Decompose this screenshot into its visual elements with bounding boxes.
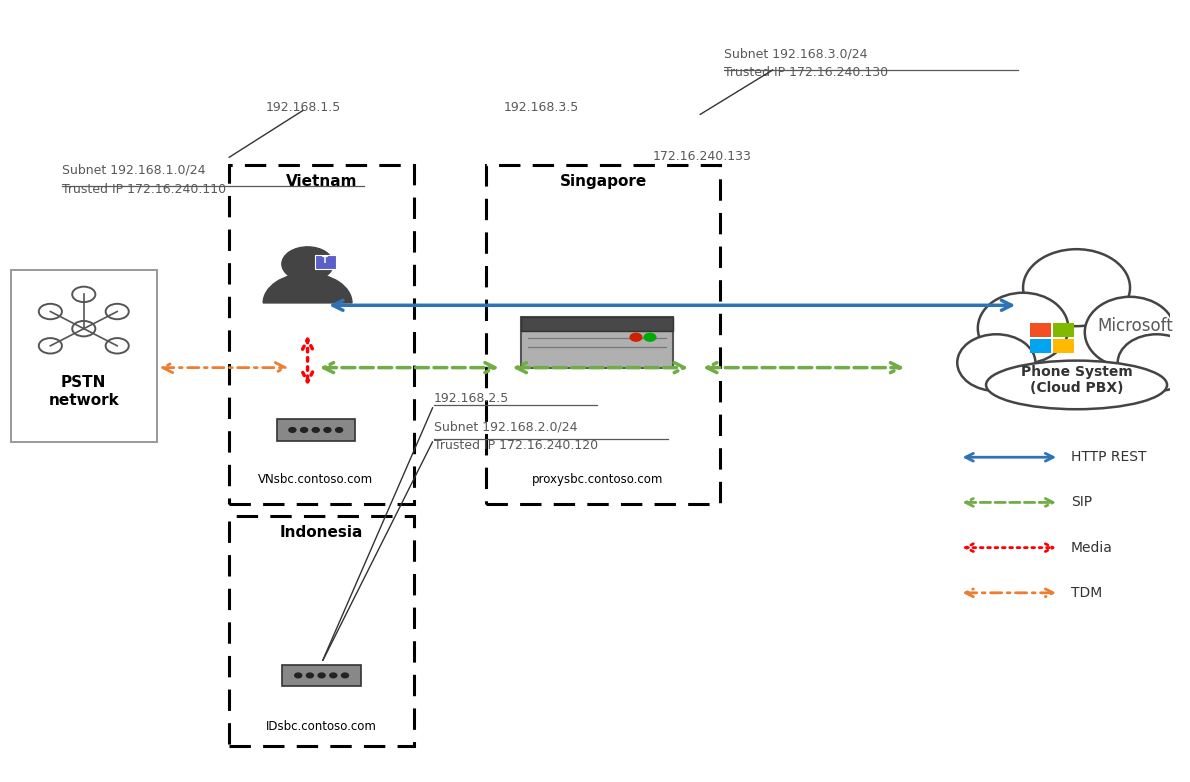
Text: Subnet 192.168.2.0/24: Subnet 192.168.2.0/24: [434, 420, 577, 433]
FancyBboxPatch shape: [1053, 323, 1075, 337]
Text: Media: Media: [1071, 540, 1113, 554]
Wedge shape: [263, 274, 352, 303]
Circle shape: [342, 673, 349, 678]
Text: PSTN
network: PSTN network: [49, 375, 119, 408]
Ellipse shape: [1117, 334, 1190, 391]
Ellipse shape: [978, 292, 1069, 364]
Circle shape: [336, 428, 343, 432]
FancyBboxPatch shape: [521, 317, 674, 368]
FancyBboxPatch shape: [282, 665, 361, 687]
FancyBboxPatch shape: [1029, 323, 1051, 337]
Circle shape: [306, 673, 313, 678]
Circle shape: [312, 428, 319, 432]
Ellipse shape: [957, 334, 1035, 391]
Circle shape: [324, 428, 331, 432]
FancyBboxPatch shape: [314, 255, 336, 269]
FancyBboxPatch shape: [1029, 339, 1051, 353]
Text: Vietnam: Vietnam: [286, 174, 357, 189]
Text: Trusted IP 172.16.240.130: Trusted IP 172.16.240.130: [724, 66, 888, 79]
Text: 172.16.240.133: 172.16.240.133: [653, 150, 752, 163]
Text: 192.168.1.5: 192.168.1.5: [265, 101, 340, 113]
Text: T: T: [322, 256, 328, 265]
Text: Indonesia: Indonesia: [280, 525, 363, 540]
FancyBboxPatch shape: [521, 317, 674, 331]
Ellipse shape: [987, 361, 1167, 409]
Text: Singapore: Singapore: [559, 174, 647, 189]
Text: 192.168.3.5: 192.168.3.5: [503, 101, 578, 113]
Text: HTTP REST: HTTP REST: [1071, 450, 1146, 465]
Text: IDsbc.contoso.com: IDsbc.contoso.com: [267, 719, 377, 733]
Text: Trusted IP 172.16.240.120: Trusted IP 172.16.240.120: [434, 439, 597, 452]
FancyBboxPatch shape: [1053, 339, 1075, 353]
Text: proxysbc.contoso.com: proxysbc.contoso.com: [532, 472, 663, 486]
Text: Microsoft: Microsoft: [1097, 317, 1173, 335]
Text: Phone System
(Cloud PBX): Phone System (Cloud PBX): [1021, 365, 1133, 396]
Text: Subnet 192.168.3.0/24: Subnet 192.168.3.0/24: [724, 48, 868, 61]
Circle shape: [330, 673, 337, 678]
Circle shape: [631, 333, 641, 341]
Text: TDM: TDM: [1071, 586, 1102, 600]
Circle shape: [295, 673, 302, 678]
Text: SIP: SIP: [1071, 496, 1092, 509]
Text: Trusted IP 172.16.240.110: Trusted IP 172.16.240.110: [62, 183, 226, 196]
Ellipse shape: [1023, 249, 1130, 326]
Ellipse shape: [1085, 297, 1176, 368]
Circle shape: [318, 673, 325, 678]
FancyBboxPatch shape: [276, 419, 355, 441]
Circle shape: [289, 428, 296, 432]
Text: 192.168.2.5: 192.168.2.5: [434, 392, 509, 405]
Circle shape: [282, 247, 333, 282]
Circle shape: [301, 428, 307, 432]
Text: Subnet 192.168.1.0/24: Subnet 192.168.1.0/24: [62, 163, 206, 177]
Circle shape: [644, 333, 656, 341]
Text: VNsbc.contoso.com: VNsbc.contoso.com: [258, 472, 374, 486]
